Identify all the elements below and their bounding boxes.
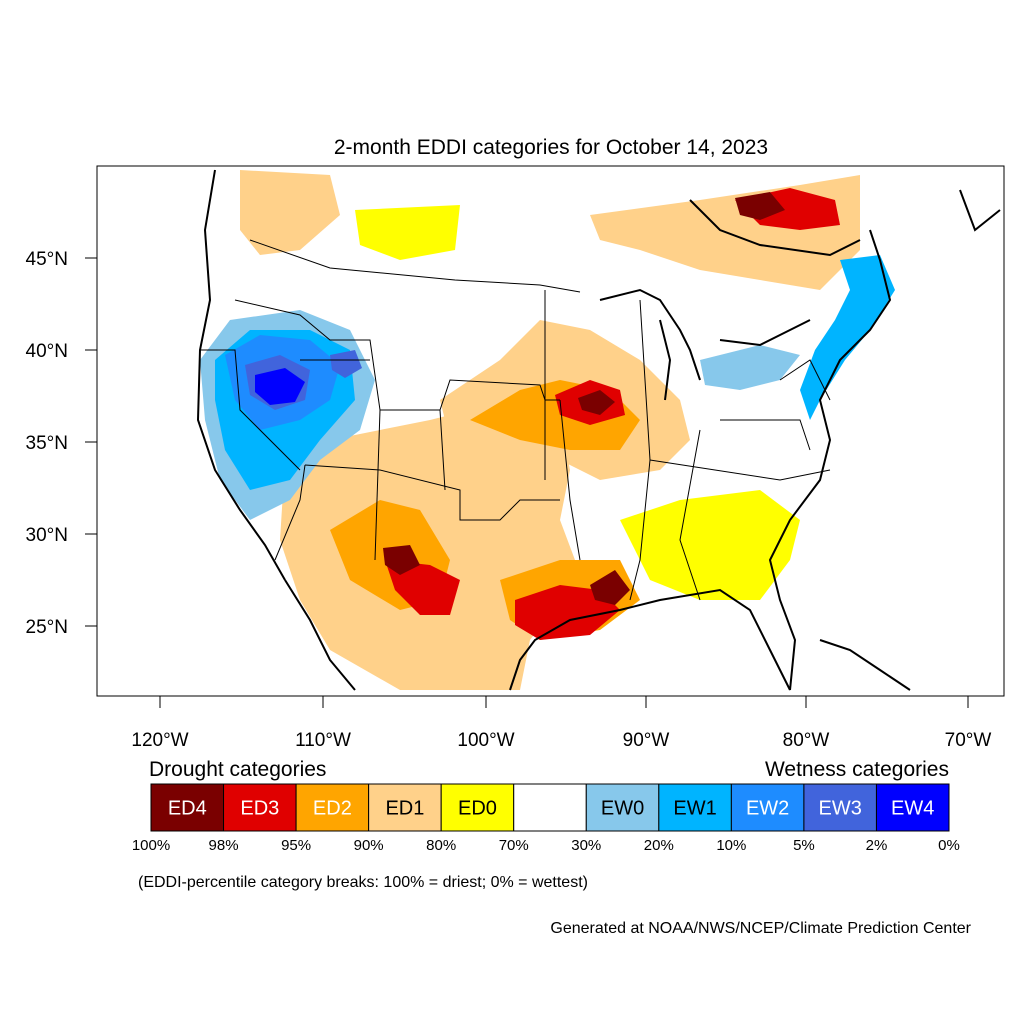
wetness-heading: Wetness categories bbox=[765, 758, 949, 781]
legend-break-label: 5% bbox=[793, 837, 815, 854]
legend-colorbar: ED4 ED3 ED2 ED1 ED0 EW0 EW1 EW2 EW3 EW4 bbox=[150, 783, 950, 832]
legend-break-label: 80% bbox=[426, 837, 456, 854]
legend-swatch-label: ED4 bbox=[168, 798, 207, 820]
legend-break-label: 30% bbox=[571, 837, 601, 854]
lat-tick-label: 45°N bbox=[26, 249, 68, 270]
legend-break-label: 2% bbox=[866, 837, 888, 854]
legend-break-label: 100% bbox=[132, 837, 170, 854]
legend-break-label: 0% bbox=[938, 837, 960, 854]
legend-swatch bbox=[440, 783, 515, 832]
legend-swatch-label: ED0 bbox=[458, 798, 497, 820]
legend-break-label: 98% bbox=[209, 837, 239, 854]
legend-swatch bbox=[295, 783, 370, 832]
lon-tick-label: 120°W bbox=[131, 730, 188, 751]
legend-swatch-label: EW1 bbox=[673, 798, 716, 820]
legend-break-label: 10% bbox=[716, 837, 746, 854]
region-ew4-west bbox=[255, 368, 305, 405]
legend-breaks: 100% 98% 95% 90% 80% 70% 30% 20% 10% 5% 2% 0% bbox=[132, 837, 960, 854]
state-borders bbox=[200, 239, 831, 601]
legend: Drought categories Wetness categories ED… bbox=[132, 758, 960, 854]
drought-heading: Drought categories bbox=[149, 758, 326, 781]
legend-swatch-label: EW3 bbox=[819, 798, 862, 820]
lat-tick-label: 40°N bbox=[26, 341, 68, 362]
lon-tick-label: 100°W bbox=[457, 730, 514, 751]
region-ed4-nm bbox=[383, 545, 420, 575]
credit-line: Generated at NOAA/NWS/NCEP/Climate Predi… bbox=[550, 920, 971, 937]
region-ed4-louisiana bbox=[590, 570, 630, 605]
lat-axis: 45°N 40°N 35°N 30°N 25°N bbox=[26, 249, 97, 638]
region-ew1-northeast bbox=[800, 255, 895, 420]
lat-tick-label: 30°N bbox=[26, 525, 68, 546]
region-ed0-north bbox=[355, 205, 460, 260]
legend-break-label: 95% bbox=[281, 837, 311, 854]
region-ew0-greatlakes bbox=[700, 345, 800, 390]
legend-break-label: 90% bbox=[354, 837, 384, 854]
lon-tick-label: 110°W bbox=[295, 730, 351, 751]
lat-tick-label: 35°N bbox=[26, 433, 68, 454]
map-title: 2-month EDDI categories for October 14, … bbox=[334, 136, 768, 159]
map-panel bbox=[96, 165, 1005, 697]
legend-swatch-label: ED1 bbox=[385, 798, 424, 820]
legend-break-label: 70% bbox=[499, 837, 529, 854]
legend-swatch bbox=[513, 783, 587, 832]
lon-axis: 120°W 110°W 100°W 90°W 80°W 70°W bbox=[131, 696, 991, 751]
lon-tick-label: 80°W bbox=[783, 730, 830, 751]
legend-swatch-label: ED2 bbox=[313, 798, 352, 820]
region-ed3-westtexas bbox=[385, 560, 460, 615]
legend-swatch bbox=[585, 783, 660, 832]
region-ed4-iowa bbox=[578, 390, 615, 415]
region-ew3-utah bbox=[330, 350, 362, 378]
region-ed4-ontario bbox=[735, 192, 785, 220]
region-ed0-south bbox=[620, 490, 800, 600]
legend-break-label: 20% bbox=[644, 837, 674, 854]
legend-swatch bbox=[875, 783, 950, 832]
lat-tick-label: 25°N bbox=[26, 617, 68, 638]
legend-swatch-label: EW2 bbox=[746, 798, 789, 820]
legend-swatch-label: ED3 bbox=[240, 798, 279, 820]
legend-swatch bbox=[730, 783, 805, 832]
legend-swatch-label: EW4 bbox=[891, 798, 934, 820]
coastlines bbox=[196, 169, 1001, 691]
legend-swatch bbox=[368, 783, 442, 832]
map-shading bbox=[200, 170, 895, 690]
category-note: (EDDI-percentile category breaks: 100% =… bbox=[138, 874, 588, 891]
legend-swatch bbox=[150, 783, 225, 832]
region-ed3-texas bbox=[515, 585, 620, 640]
legend-swatch-label: EW0 bbox=[601, 798, 644, 820]
lon-tick-label: 90°W bbox=[623, 730, 670, 751]
region-ed0-pnw bbox=[240, 170, 340, 255]
lon-tick-label: 70°W bbox=[945, 730, 992, 751]
legend-swatch bbox=[658, 783, 732, 832]
